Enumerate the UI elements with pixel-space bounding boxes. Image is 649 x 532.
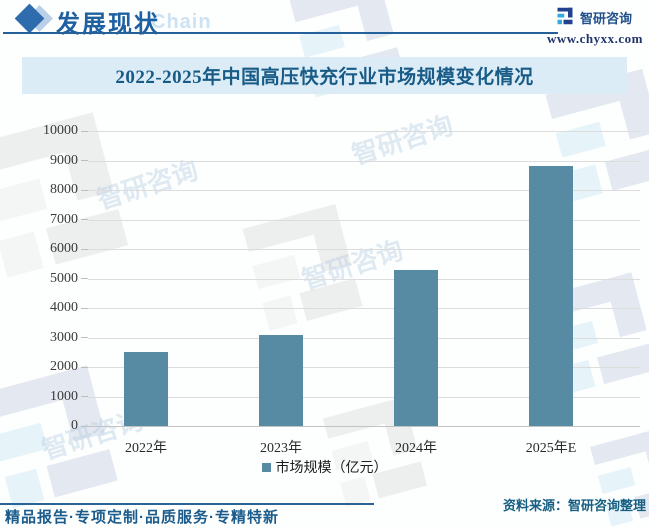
- gridline: [88, 367, 640, 368]
- bar-2022年: [124, 352, 168, 426]
- y-axis-tick: [81, 337, 88, 338]
- chart-legend: 市场规模（亿元）: [0, 457, 649, 477]
- plot-area: [88, 131, 640, 427]
- diamond-icon: [14, 3, 56, 35]
- legend-swatch: [261, 462, 271, 472]
- y-axis-tick: [81, 396, 88, 397]
- y-axis: 10000 9000 8000 7000 6000 5000 4000 3000 2000 100…: [0, 123, 88, 433]
- gridline: [88, 249, 640, 250]
- x-axis: 2022年 2023年 2024年 2025年E: [88, 437, 640, 456]
- y-axis-tick: [81, 189, 88, 191]
- y-axis-label: 2000: [50, 359, 78, 374]
- header-subtitle: Chain: [151, 11, 212, 33]
- brand-url[interactable]: www.chyxx.com: [546, 31, 643, 46]
- x-axis-label: 2022年: [125, 441, 167, 456]
- chart-title-band: 2022-2025年中国高压快充行业市场规模变化情况: [22, 57, 627, 94]
- y-axis-tick: [81, 278, 88, 279]
- y-axis-label: 10000: [43, 123, 78, 138]
- y-axis-tick: [81, 219, 88, 220]
- header-divider: [3, 32, 558, 34]
- gridline: [88, 308, 640, 309]
- data-source-text: 资料来源：智研咨询整理: [502, 498, 646, 513]
- y-axis-tick: [81, 248, 88, 250]
- y-axis-label: 0: [71, 418, 78, 433]
- bar-2024年: [394, 269, 438, 426]
- gridline: [88, 190, 640, 191]
- bar-2025年E: [529, 166, 573, 426]
- chart-title: 2022-2025年中国高压快充行业市场规模变化情况: [115, 67, 534, 88]
- legend-label: 市场规模（亿元）: [275, 459, 388, 475]
- x-axis-line: [88, 426, 640, 427]
- footer-tagline: 精品报告·专项定制·品质服务·专精特新: [5, 509, 279, 526]
- y-axis-tick: [81, 307, 88, 309]
- y-axis-label: 5000: [50, 270, 78, 286]
- y-axis-label: 6000: [50, 241, 78, 256]
- bar-2023年: [259, 334, 303, 426]
- gridline: [88, 219, 640, 221]
- y-axis-tick: [81, 425, 88, 427]
- y-axis-label: 4000: [50, 300, 78, 315]
- gridline: [88, 337, 640, 339]
- y-axis-label: 1000: [50, 388, 78, 404]
- gridline: [88, 278, 640, 280]
- x-axis-label: 2023年: [260, 441, 302, 456]
- y-axis-tick: [81, 160, 88, 161]
- brand-name: 智研咨询: [580, 11, 633, 26]
- y-axis-tick: [81, 130, 88, 132]
- x-axis-label: 2024年: [395, 441, 437, 456]
- brand-logo-icon: [555, 7, 575, 25]
- gridline: [88, 131, 640, 132]
- y-axis-label: 3000: [50, 329, 78, 345]
- footer-divider: [0, 503, 374, 505]
- y-axis-label: 7000: [50, 211, 78, 227]
- y-axis-tick: [81, 366, 88, 368]
- gridline: [88, 160, 640, 162]
- x-axis-label: 2025年E: [525, 441, 577, 456]
- y-axis-label: 8000: [50, 182, 78, 197]
- y-axis-label: 9000: [50, 152, 78, 168]
